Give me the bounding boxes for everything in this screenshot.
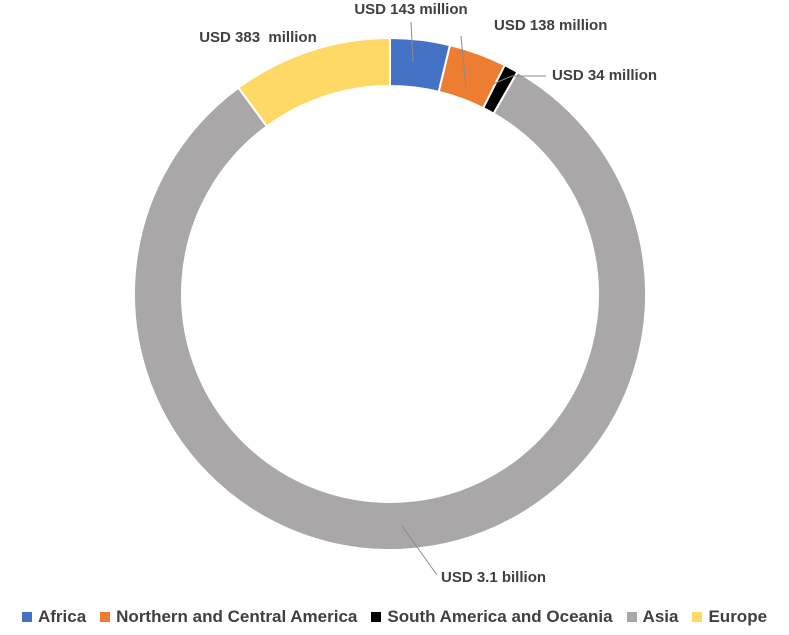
legend-item-south-america-and-oceania: South America and Oceania [371,607,613,627]
data-label-south-america-and-oceania: USD 34 million [552,67,657,84]
legend-label: South America and Oceania [387,607,613,626]
legend: Africa Northern and Central America South … [0,607,789,627]
leader-line-asia [401,525,438,576]
data-label-europe: USD 383 million [199,29,317,46]
slices-group [133,36,647,551]
leader-line-south-america-and-oceania [492,75,546,85]
slice-europe [237,36,391,128]
legend-swatch [100,612,111,622]
legend-item-europe: Europe [692,607,767,627]
leader-lines-group [401,21,546,576]
legend-item-northern-and-central-america: Northern and Central America [100,607,357,627]
legend-label: Northern and Central America [116,607,358,626]
data-label-africa: USD 143 million [354,1,467,18]
legend-label: Europe [708,607,768,626]
slice-asia [133,70,647,551]
leader-line-northern-and-central-america [460,35,467,89]
legend-label: Asia [642,607,679,626]
data-labels-group: USD 143 million USD 138 million USD 34 mil… [199,1,657,586]
doughnut-chart: USD 143 million USD 138 million USD 34 mil… [133,1,657,586]
legend-item-asia: Asia [626,607,679,627]
legend-swatch [21,612,32,622]
data-label-northern-and-central-america: USD 138 million [494,17,607,34]
legend-swatch [371,612,382,622]
data-label-asia: USD 3.1 billion [441,569,546,586]
legend-label: Africa [37,607,87,626]
leader-line-africa [410,21,414,63]
legend-swatch [626,612,637,622]
legend-item-africa: Africa [21,607,87,627]
legend-swatch [692,612,703,622]
